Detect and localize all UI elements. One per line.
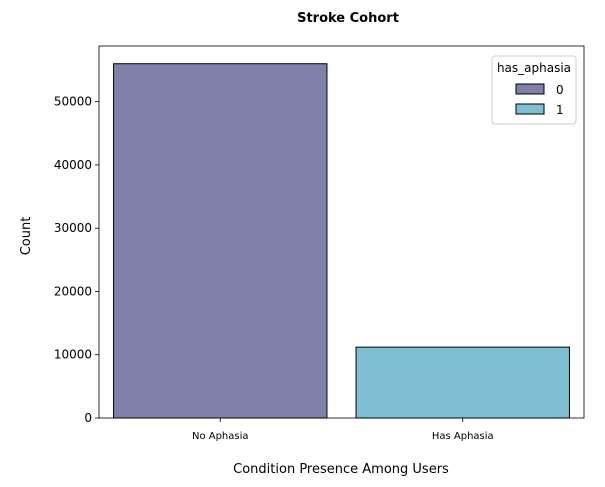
chart-title: Stroke Cohort (297, 11, 399, 26)
x-axis-label: Condition Presence Among Users (233, 462, 449, 477)
y-tick-label: 20000 (54, 284, 92, 298)
y-tick-label: 30000 (54, 221, 92, 235)
bar-no-aphasia (113, 63, 328, 419)
y-ticks-group: 0 10000 20000 30000 40000 50000 (54, 95, 99, 425)
bars-group (113, 63, 570, 419)
legend-title: has_aphasia (497, 61, 571, 75)
legend-swatch (515, 83, 545, 95)
y-axis-label: Count (19, 217, 34, 256)
x-tick-label: No Aphasia (192, 431, 249, 442)
y-tick-label: 50000 (54, 95, 92, 109)
y-tick-label: 10000 (54, 348, 92, 362)
x-ticks-group: No Aphasia Has Aphasia (192, 418, 494, 442)
plot-frame (98, 45, 585, 419)
bar-has-aphasia (355, 346, 570, 419)
legend: has_aphasia 01 (491, 55, 577, 125)
x-tick-label: Has Aphasia (432, 431, 494, 442)
legend-label: 1 (556, 103, 564, 117)
y-tick-label: 0 (84, 411, 92, 425)
legend-swatch (515, 103, 545, 115)
legend-label: 0 (556, 83, 564, 97)
y-tick-label: 40000 (54, 158, 92, 172)
legend-entries: 01 (515, 83, 564, 117)
